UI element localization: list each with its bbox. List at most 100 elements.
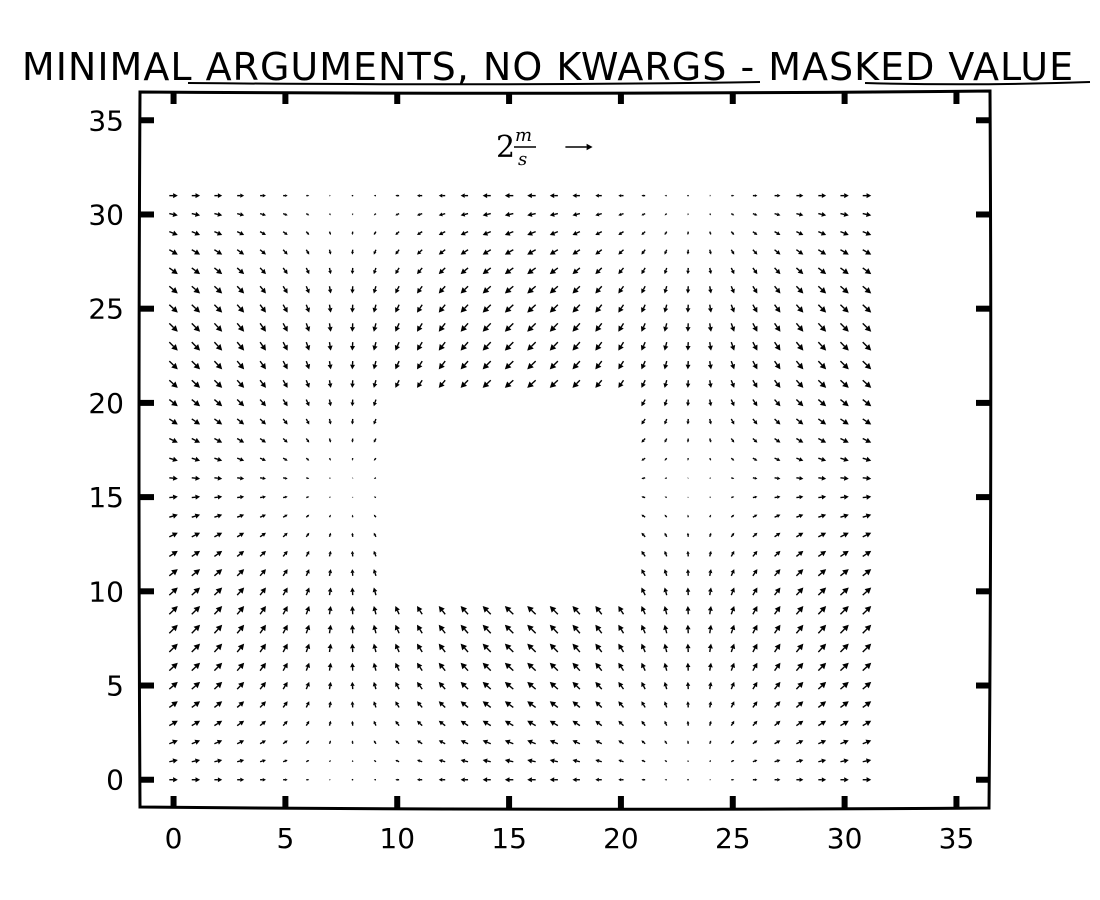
quiver-arrow [327, 323, 333, 332]
quiver-arrow [796, 212, 804, 217]
quiver-arrow [664, 740, 668, 745]
quiver-arrow [328, 267, 332, 275]
quiver-arrow [351, 532, 354, 537]
quiver-arrow [417, 662, 423, 672]
quiver-arrow [417, 740, 423, 745]
quiver-arrow [214, 513, 223, 519]
quiver-arrow [664, 514, 668, 518]
quiver-arrow [395, 304, 400, 313]
quiver-arrow [618, 285, 625, 294]
quiver-arrow [663, 286, 668, 294]
quiver-arrow [774, 569, 781, 577]
quiver-arrow [840, 267, 849, 275]
quiver-arrow [707, 624, 713, 634]
quiver-arrow [595, 379, 603, 388]
quiver-arrow [259, 587, 266, 596]
quiver-arrow [687, 213, 689, 216]
quiver-arrow [328, 740, 332, 744]
quiver-arrow [237, 777, 245, 782]
quiver-arrow [395, 778, 400, 781]
quiver-arrow [460, 379, 469, 388]
quiver-arrow [774, 399, 781, 407]
quiver-arrow [305, 701, 310, 708]
quiver-arrow [236, 231, 245, 236]
quiver-arrow [282, 740, 288, 745]
quiver-arrow [707, 606, 713, 615]
quiver-arrow [504, 624, 514, 634]
y-tick-label: 10 [88, 575, 124, 608]
quiver-arrow [840, 230, 849, 236]
quiver-arrow [259, 304, 266, 313]
quiver-arrow [504, 739, 514, 745]
quiver-arrow [572, 212, 581, 217]
quiver-arrow [862, 211, 872, 217]
quiver-arrow [708, 681, 713, 690]
quiver-arrow [862, 701, 872, 709]
quiver-arrow [213, 701, 223, 708]
quiver-arrow [840, 550, 849, 557]
quiver-arrow [862, 569, 872, 577]
quiver-arrow [641, 759, 646, 763]
quiver-arrow [641, 267, 646, 275]
quiver-arrow [752, 476, 758, 480]
quiver-arrow [641, 569, 646, 577]
quiver-arrow [259, 606, 266, 615]
quiver-arrow [595, 285, 603, 294]
quiver-arrow [236, 532, 245, 538]
quiver-arrow [305, 720, 310, 727]
quiver-arrow [664, 477, 667, 479]
quiver-arrow [460, 230, 469, 236]
quiver-arrow [350, 643, 356, 653]
quiver-arrow [305, 681, 310, 690]
quiver-arrow [796, 495, 804, 500]
quiver-arrow [527, 758, 536, 764]
quiver-arrow [169, 211, 178, 217]
quiver-arrow [305, 399, 310, 407]
quiver-arrow [305, 213, 310, 216]
quiver-arrow [641, 587, 646, 596]
quiver-arrow [752, 267, 758, 275]
quiver-arrow [752, 681, 758, 690]
quiver-arrow [527, 230, 536, 236]
quiver-arrow [730, 681, 735, 690]
quiver-arrow [329, 194, 331, 197]
quiver-arrow [730, 231, 735, 235]
quiver-arrow [214, 230, 223, 236]
quiver-arrow [395, 285, 400, 294]
quiver-arrow [350, 323, 356, 332]
quiver-arrow [191, 681, 201, 690]
quiver-arrow [350, 286, 355, 294]
quiver-arrow [774, 550, 781, 557]
quiver-arrow [350, 418, 355, 425]
quiver-arrow [730, 249, 735, 255]
quiver-arrow [395, 231, 400, 235]
quiver-arrow [595, 341, 603, 351]
quiver-arrow [640, 624, 647, 634]
quiver-arrow [730, 532, 735, 538]
quiver-arrow [663, 267, 668, 275]
quiver-arrow [259, 360, 266, 370]
quiver-arrow [796, 457, 804, 462]
quiver-arrow [730, 514, 735, 518]
quiver-arrow [482, 681, 492, 690]
x-tick-label: 35 [939, 822, 975, 855]
quiver-arrow [351, 213, 354, 216]
quiver-arrow [169, 513, 178, 519]
quiver-arrow [328, 213, 331, 216]
quiver-arrow [214, 437, 223, 443]
quiver-arrow [549, 681, 559, 690]
quiver-arrow [305, 569, 310, 577]
quiver-arrow [460, 701, 469, 708]
quiver-arrow [839, 285, 849, 294]
quiver-arrow [686, 267, 690, 275]
quiver-arrow [664, 779, 667, 781]
quiver-arrow [305, 418, 310, 425]
quiver-arrow [213, 267, 223, 275]
quiver-arrow [351, 458, 354, 461]
quiver-arrow [840, 211, 849, 217]
quiver-arrow [730, 438, 735, 443]
quiver-arrow [527, 379, 537, 388]
quiver-arrow [817, 267, 827, 275]
quiver-arrow [839, 681, 849, 690]
quiver-arrow [191, 494, 201, 500]
